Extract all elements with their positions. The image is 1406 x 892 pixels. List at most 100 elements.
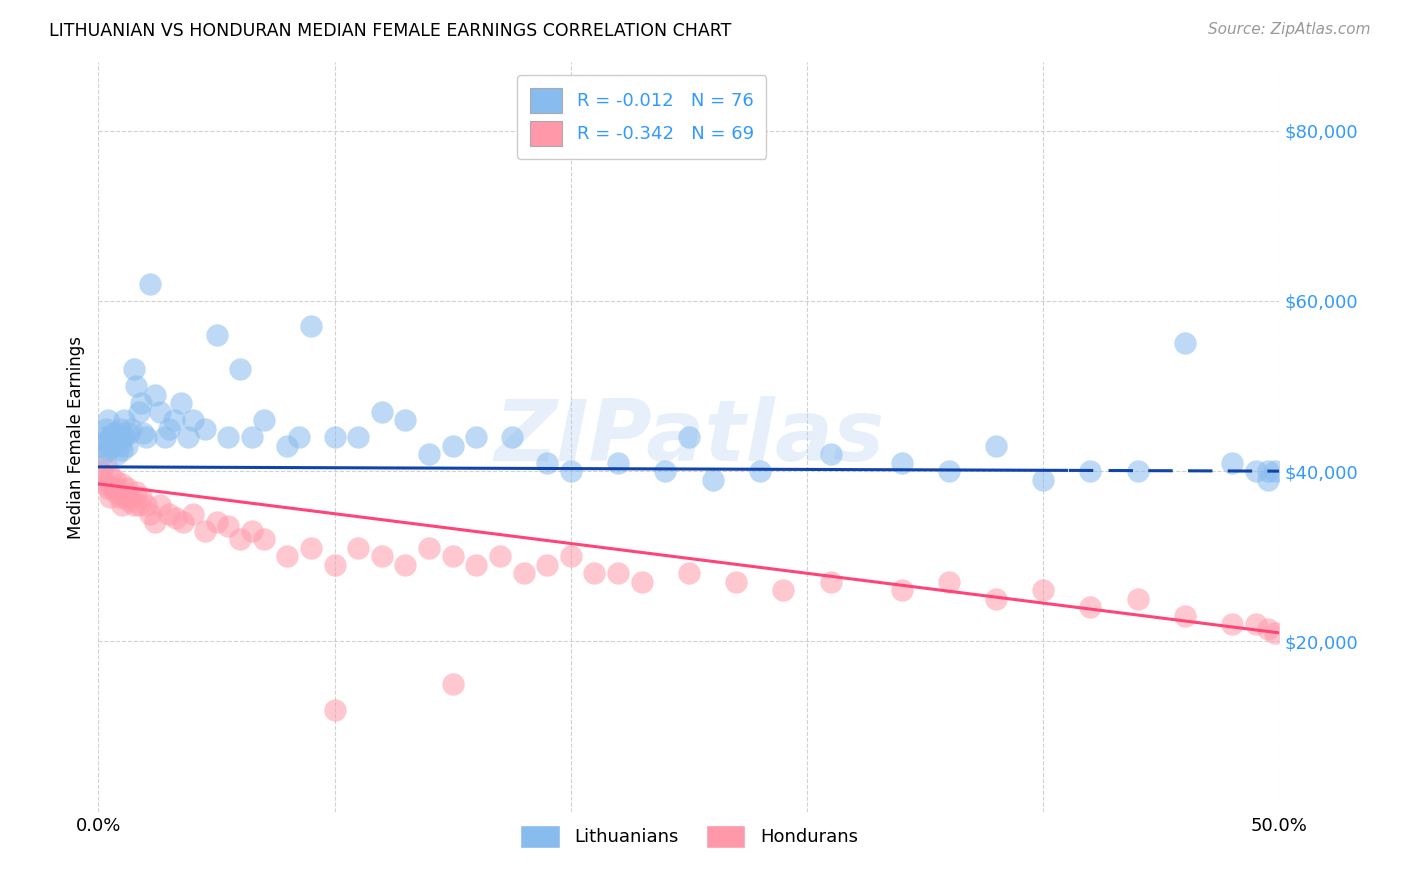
Point — [465, 558, 488, 572]
Point — [984, 591, 1007, 606]
Point — [101, 481, 124, 495]
Point — [129, 396, 152, 410]
Point — [165, 511, 187, 525]
Point — [229, 362, 252, 376]
Point — [118, 494, 141, 508]
Point — [702, 473, 724, 487]
Point — [536, 456, 558, 470]
Point — [135, 430, 157, 444]
Point — [560, 549, 582, 564]
Point — [98, 490, 121, 504]
Point — [240, 524, 263, 538]
Point — [97, 442, 120, 457]
Point — [205, 515, 228, 529]
Point — [135, 498, 157, 512]
Point — [104, 434, 127, 449]
Point — [98, 439, 121, 453]
Point — [347, 430, 370, 444]
Point — [132, 425, 155, 440]
Point — [441, 439, 464, 453]
Point — [128, 404, 150, 418]
Point — [678, 566, 700, 581]
Point — [1244, 464, 1267, 478]
Point — [276, 439, 298, 453]
Text: LITHUANIAN VS HONDURAN MEDIAN FEMALE EARNINGS CORRELATION CHART: LITHUANIAN VS HONDURAN MEDIAN FEMALE EAR… — [49, 22, 731, 40]
Point — [139, 277, 162, 291]
Point — [91, 447, 114, 461]
Point — [125, 485, 148, 500]
Point — [149, 404, 172, 418]
Point — [1244, 617, 1267, 632]
Point — [465, 430, 488, 444]
Point — [111, 430, 134, 444]
Point — [607, 456, 630, 470]
Point — [157, 421, 180, 435]
Point — [121, 421, 143, 435]
Point — [98, 468, 121, 483]
Point — [772, 583, 794, 598]
Point — [104, 430, 127, 444]
Point — [536, 558, 558, 572]
Point — [105, 425, 128, 440]
Point — [112, 430, 135, 444]
Point — [229, 533, 252, 547]
Point — [153, 430, 176, 444]
Point — [299, 319, 322, 334]
Point — [560, 464, 582, 478]
Point — [253, 413, 276, 427]
Point — [194, 524, 217, 538]
Point — [94, 456, 117, 470]
Point — [371, 404, 394, 418]
Point — [108, 421, 131, 435]
Point — [418, 541, 440, 555]
Point — [1220, 617, 1243, 632]
Point — [108, 490, 131, 504]
Point — [607, 566, 630, 581]
Point — [288, 430, 311, 444]
Point — [501, 430, 523, 444]
Point — [115, 481, 138, 495]
Point — [820, 574, 842, 589]
Point — [139, 507, 162, 521]
Point — [938, 574, 960, 589]
Point — [91, 473, 114, 487]
Point — [276, 549, 298, 564]
Point — [172, 515, 194, 529]
Point — [101, 439, 124, 453]
Point — [128, 498, 150, 512]
Point — [820, 447, 842, 461]
Point — [121, 490, 143, 504]
Point — [1174, 608, 1197, 623]
Point — [323, 558, 346, 572]
Point — [90, 439, 112, 453]
Point — [94, 476, 117, 491]
Point — [143, 515, 166, 529]
Point — [371, 549, 394, 564]
Point — [890, 583, 912, 598]
Legend: Lithuanians, Hondurans: Lithuanians, Hondurans — [513, 817, 865, 855]
Point — [654, 464, 676, 478]
Point — [91, 430, 114, 444]
Point — [157, 507, 180, 521]
Text: ZIPatlas: ZIPatlas — [494, 395, 884, 479]
Point — [489, 549, 512, 564]
Point — [748, 464, 770, 478]
Point — [177, 430, 200, 444]
Point — [97, 481, 120, 495]
Point — [441, 549, 464, 564]
Point — [181, 413, 204, 427]
Text: Source: ZipAtlas.com: Source: ZipAtlas.com — [1208, 22, 1371, 37]
Point — [240, 430, 263, 444]
Point — [97, 413, 120, 427]
Point — [253, 533, 276, 547]
Point — [118, 425, 141, 440]
Point — [441, 677, 464, 691]
Point — [1032, 473, 1054, 487]
Point — [125, 379, 148, 393]
Point — [94, 421, 117, 435]
Point — [105, 481, 128, 495]
Point — [1080, 464, 1102, 478]
Point — [347, 541, 370, 555]
Point — [104, 485, 127, 500]
Point — [181, 507, 204, 521]
